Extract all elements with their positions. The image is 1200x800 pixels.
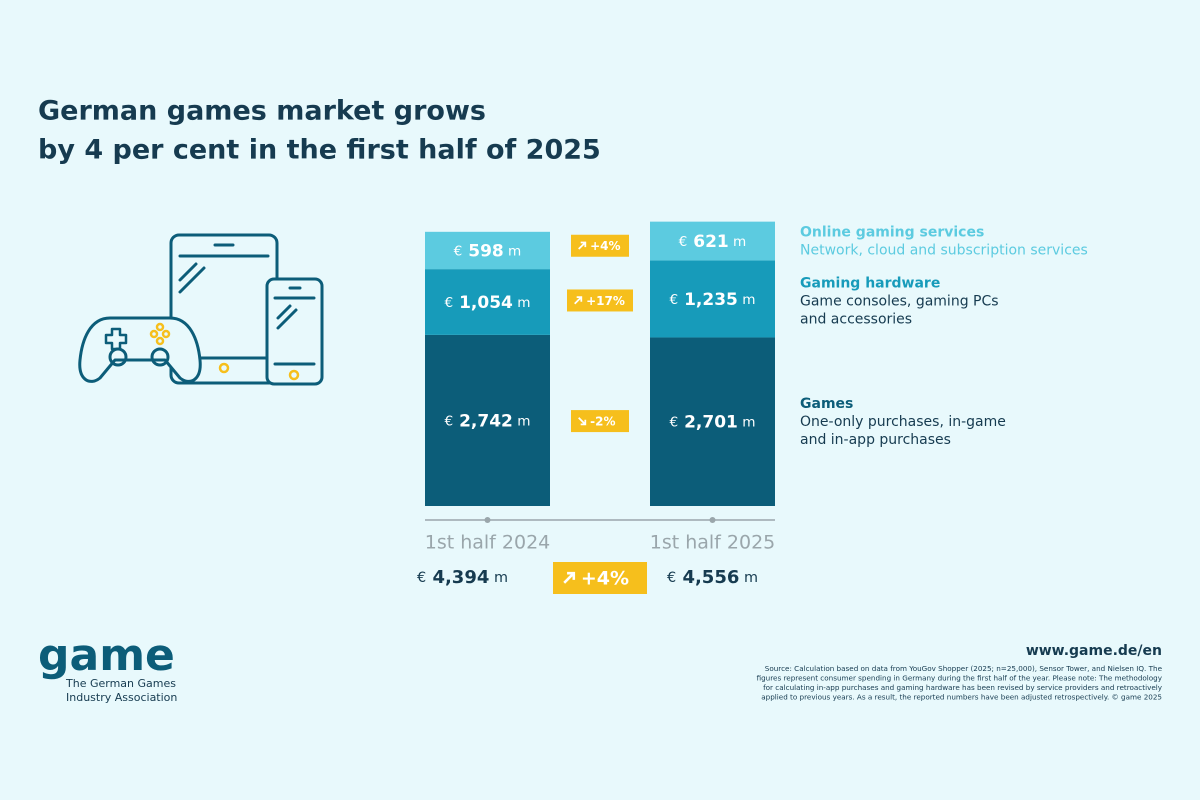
source: Source: Calculation based on data from Y… — [757, 664, 1163, 702]
devices-icon — [78, 233, 324, 386]
value-label: € 621 m — [679, 232, 747, 252]
source-line: applied to previous years. As a result, … — [761, 693, 1162, 702]
x-tick-label: 1st half 2024 — [425, 532, 551, 554]
value-label: € 598 m — [454, 241, 522, 261]
change-arrow — [578, 417, 587, 426]
bar-segment — [650, 260, 775, 338]
url: www.game.de/en — [1026, 643, 1162, 659]
change-arrow — [563, 571, 576, 584]
logo-tagline: Industry Association — [66, 691, 177, 704]
legend-description: One-only purchases, in-game — [800, 414, 1006, 430]
bar-segment — [650, 337, 775, 506]
value-label: € 2,701 m — [670, 413, 756, 433]
x-tick-label: 1st half 2025 — [650, 532, 776, 554]
legend-name: Online gaming services — [800, 225, 984, 241]
bar-segment — [650, 221, 775, 261]
change-badge — [571, 234, 629, 257]
legend-description: and in-app purchases — [800, 432, 951, 448]
bar-segment — [425, 231, 550, 270]
change-badge — [571, 410, 629, 433]
title-line: by 4 per cent in the first half of 2025 — [38, 135, 601, 166]
source-line: for calculating in-app purchases and gam… — [763, 683, 1163, 692]
legend-name: Games — [800, 396, 853, 412]
change-badge — [567, 289, 633, 312]
change-label: +4% — [590, 239, 620, 253]
bar-segment — [425, 334, 550, 506]
value-label: € 1,054 m — [445, 293, 531, 313]
logo: game — [38, 630, 175, 681]
source-line: figures represent consumer spending in G… — [757, 674, 1163, 683]
value-label: € 2,742 m — [445, 411, 531, 431]
value-label: € 4,556 m — [667, 567, 758, 588]
change-arrow — [574, 296, 583, 305]
change-label: +17% — [586, 294, 625, 308]
title-line: German games market grows — [38, 96, 486, 127]
legend-description: Network, cloud and subscription services — [800, 243, 1088, 259]
legend-description: Game consoles, gaming PCs — [800, 293, 999, 309]
logo-tagline: The German Games — [65, 677, 176, 690]
bar-segment — [425, 269, 550, 335]
legend-name: Gaming hardware — [800, 275, 940, 291]
change-arrow — [578, 241, 587, 250]
legend-description: and accessories — [800, 311, 912, 327]
change-label: +4% — [581, 568, 629, 590]
source-line: Source: Calculation based on data from Y… — [765, 664, 1163, 673]
value-label: € 1,235 m — [670, 290, 756, 310]
change-label: -2% — [590, 415, 615, 429]
value-label: € 4,394 m — [417, 567, 508, 588]
